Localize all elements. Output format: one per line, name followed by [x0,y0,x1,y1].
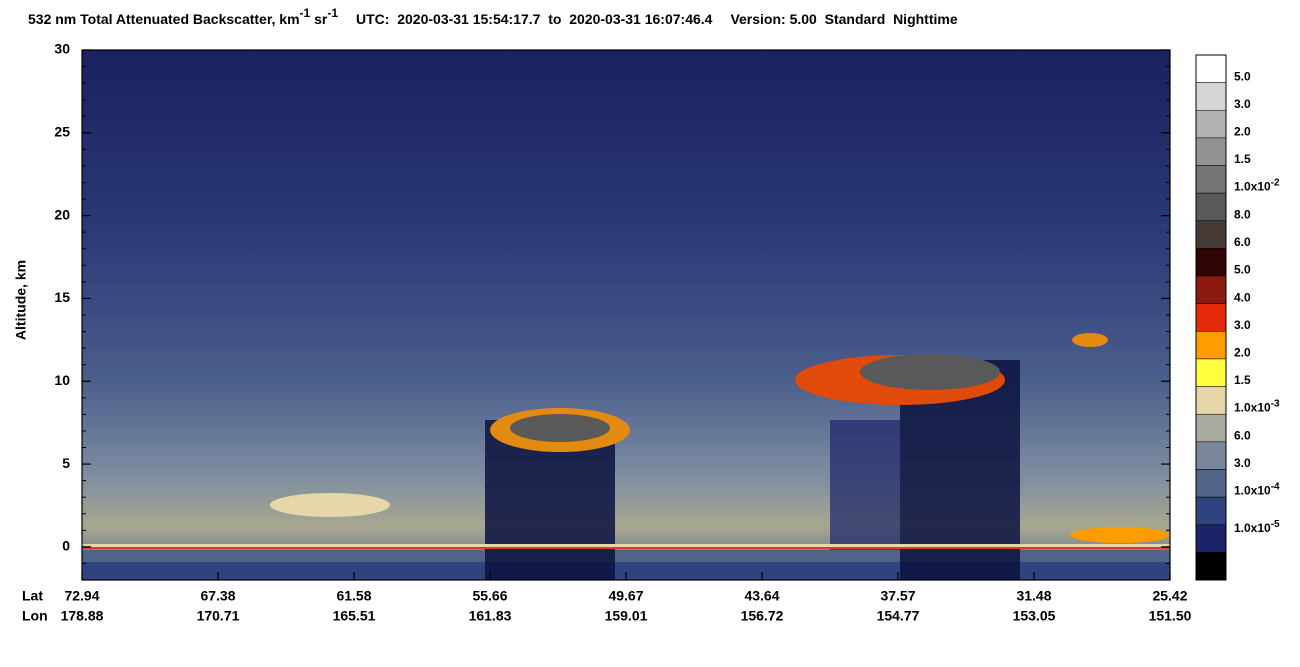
lat-label: 49.67 [608,588,643,604]
colorbar-swatch [1195,110,1227,139]
y-tick-label: 15 [54,289,70,305]
lon-label: 161.83 [469,608,512,624]
colorbar-swatch [1195,220,1227,249]
lat-label: 72.94 [64,588,99,604]
colorbar-label: 1.5 [1234,373,1251,387]
colorbar-label: 2.0 [1234,125,1251,139]
colorbar-swatch [1195,303,1227,332]
lon-label: 153.05 [1013,608,1056,624]
colorbar-label: 1.0x10-2 [1234,177,1280,194]
colorbar-label-exp: -2 [1271,177,1280,188]
lat-label: 61.58 [336,588,371,604]
colorbar-swatch [1195,275,1227,304]
lat-label: 25.42 [1152,588,1187,604]
lon-label: 154.77 [877,608,920,624]
y-tick-label: 30 [54,41,70,57]
colorbar-label: 5.0 [1234,263,1251,277]
colorbar-swatch [1195,524,1227,553]
colorbar-swatch [1195,552,1227,581]
colorbar-swatch [1195,496,1227,525]
lon-label: 165.51 [333,608,376,624]
colorbar-label: 2.0 [1234,346,1251,360]
backscatter-image [82,50,1170,580]
colorbar-swatch [1195,82,1227,111]
colorbar-label: 1.0x10-3 [1234,398,1280,415]
y-axis-label: Altitude, km [13,260,29,340]
lat-label: 43.64 [744,588,779,604]
colorbar-swatch [1195,331,1227,360]
lat-label: 37.57 [880,588,915,604]
colorbar-label: 1.0x10-5 [1234,519,1280,536]
colorbar-swatch [1195,54,1227,83]
y-tick-label: 5 [62,455,70,471]
row-label: Lat [22,588,43,604]
colorbar-label: 5.0 [1234,69,1251,83]
y-tick-label: 0 [62,538,70,554]
colorbar-swatch [1195,165,1227,194]
colorbar-frame [1195,54,1227,581]
colorbar-swatch [1195,413,1227,443]
lon-label: 159.01 [605,608,648,624]
colorbar-label: 6.0 [1234,235,1251,249]
colorbar-label-base: 1.0x10 [1234,484,1271,498]
colorbar-swatch [1195,386,1227,415]
colorbar-swatch [1195,441,1227,470]
colorbar-label-base: 1.0x10 [1234,401,1271,415]
colorbar-label: 3.0 [1234,97,1251,111]
y-tick-label: 20 [54,206,70,222]
colorbar-label: 3.0 [1234,318,1251,332]
colorbar-label-exp: -3 [1271,398,1280,409]
colorbar-label: 1.0x10-4 [1234,481,1280,498]
colorbar-swatch [1195,248,1227,277]
colorbar-label: 8.0 [1234,207,1251,221]
chart-title: 532 nm Total Attenuated Backscatter, km-… [28,6,958,27]
colorbar-label-exp: -5 [1271,519,1280,530]
colorbar-swatch [1195,358,1227,387]
colorbar-label-exp: -4 [1271,481,1280,492]
colorbar-label: 4.0 [1234,290,1251,304]
colorbar-swatch [1195,469,1227,498]
lat-label: 31.48 [1016,588,1051,604]
lat-label: 67.38 [200,588,235,604]
row-label: Lon [22,608,48,624]
lat-label: 55.66 [472,588,507,604]
colorbar-label: 6.0 [1234,428,1251,442]
lon-label: 151.50 [1149,608,1192,624]
lon-label: 156.72 [741,608,784,624]
lon-label: 170.71 [197,608,240,624]
colorbar-swatch [1195,192,1227,222]
colorbar-label: 3.0 [1234,456,1251,470]
colorbar-label-base: 1.0x10 [1234,521,1271,535]
y-tick-label: 10 [54,372,70,388]
colorbar-label: 1.5 [1234,152,1251,166]
colorbar-label-base: 1.0x10 [1234,180,1271,194]
y-tick-label: 25 [54,124,70,140]
lon-label: 178.88 [61,608,104,624]
colorbar-swatch [1195,137,1227,166]
